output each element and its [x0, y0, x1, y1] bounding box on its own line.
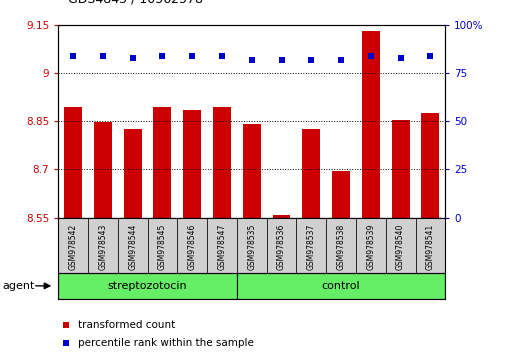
Text: agent: agent: [3, 281, 35, 291]
Bar: [242, 124, 260, 218]
Bar: [361, 31, 379, 218]
Bar: [415, 218, 444, 273]
Bar: [118, 218, 147, 273]
Bar: [272, 215, 290, 218]
Text: GSM978542: GSM978542: [69, 224, 77, 270]
Bar: [207, 218, 236, 273]
Bar: [266, 218, 296, 273]
Text: GDS4845 / 10562578: GDS4845 / 10562578: [68, 0, 203, 5]
Text: transformed count: transformed count: [77, 320, 174, 330]
Text: GSM978539: GSM978539: [366, 224, 375, 270]
Bar: [331, 171, 349, 218]
Bar: [302, 129, 320, 218]
Bar: [183, 110, 200, 218]
Text: GSM978546: GSM978546: [187, 224, 196, 270]
Bar: [153, 107, 171, 218]
Bar: [326, 218, 355, 273]
Text: GSM978540: GSM978540: [395, 224, 405, 270]
Bar: [421, 113, 438, 218]
Bar: [94, 122, 112, 218]
Bar: [236, 218, 266, 273]
Bar: [123, 129, 141, 218]
Text: streptozotocin: streptozotocin: [108, 281, 187, 291]
Bar: [88, 218, 118, 273]
Bar: [64, 107, 82, 218]
Text: percentile rank within the sample: percentile rank within the sample: [77, 338, 253, 348]
Text: control: control: [321, 281, 360, 291]
Text: GSM978536: GSM978536: [276, 224, 285, 270]
Bar: [355, 218, 385, 273]
Text: GSM978535: GSM978535: [247, 224, 256, 270]
Text: GSM978547: GSM978547: [217, 224, 226, 270]
Text: GSM978543: GSM978543: [98, 224, 107, 270]
Bar: [177, 218, 207, 273]
Bar: [58, 218, 88, 273]
Bar: [296, 218, 326, 273]
Bar: [236, 273, 444, 299]
Bar: [147, 218, 177, 273]
Text: GSM978545: GSM978545: [158, 224, 167, 270]
Text: GSM978541: GSM978541: [425, 224, 434, 270]
Bar: [58, 273, 236, 299]
Bar: [385, 218, 415, 273]
Bar: [391, 120, 409, 218]
Text: GSM978537: GSM978537: [306, 224, 315, 270]
Text: GSM978538: GSM978538: [336, 224, 345, 270]
Bar: [213, 107, 230, 218]
Text: GSM978544: GSM978544: [128, 224, 137, 270]
